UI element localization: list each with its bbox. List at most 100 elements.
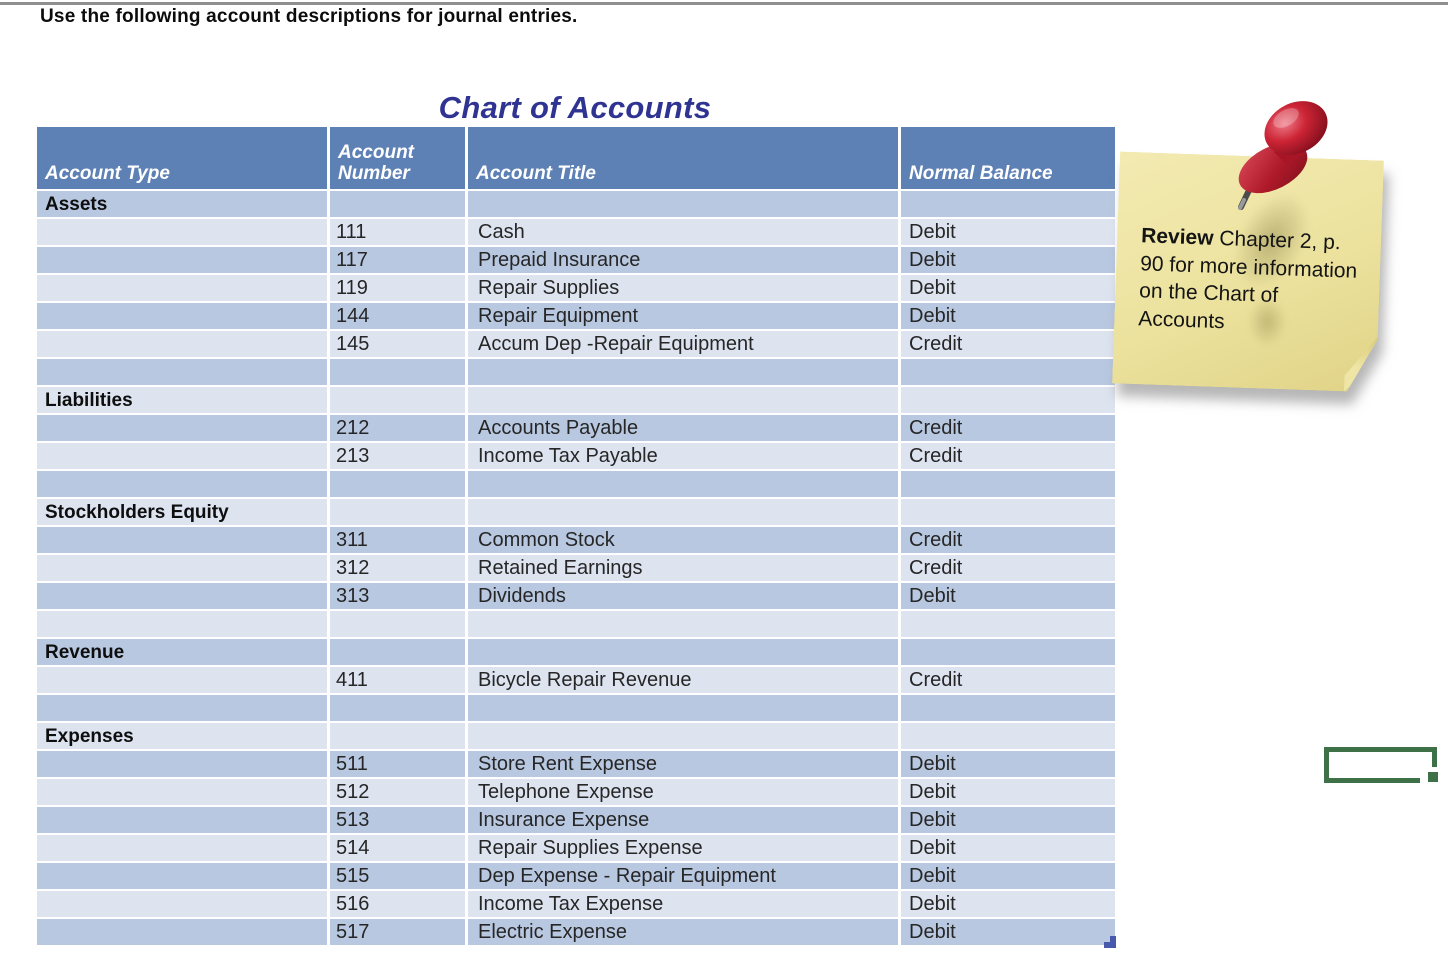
- account-number-cell[interactable]: [330, 359, 465, 385]
- account-title-cell[interactable]: Dep Expense - Repair Equipment: [468, 863, 898, 889]
- normal-balance-cell[interactable]: Debit: [901, 779, 1115, 805]
- account-number-cell[interactable]: 515: [330, 863, 465, 889]
- account-title-cell[interactable]: [468, 191, 898, 217]
- table-resize-handle[interactable]: [1104, 936, 1116, 948]
- normal-balance-cell[interactable]: Debit: [901, 275, 1115, 301]
- account-title-cell[interactable]: Income Tax Expense: [468, 891, 898, 917]
- column-header-normal-balance[interactable]: Normal Balance: [901, 127, 1115, 189]
- account-title-cell[interactable]: Dividends: [468, 583, 898, 609]
- account-number-cell[interactable]: 212: [330, 415, 465, 441]
- normal-balance-cell[interactable]: Debit: [901, 835, 1115, 861]
- account-type-cell[interactable]: [37, 303, 327, 329]
- normal-balance-cell[interactable]: Debit: [901, 303, 1115, 329]
- account-number-cell[interactable]: 411: [330, 667, 465, 693]
- account-number-cell[interactable]: [330, 499, 465, 525]
- account-title-cell[interactable]: Repair Equipment: [468, 303, 898, 329]
- account-type-cell[interactable]: [37, 359, 327, 385]
- account-type-cell[interactable]: Stockholders Equity: [37, 499, 327, 525]
- account-type-cell[interactable]: Revenue: [37, 639, 327, 665]
- excel-cell-selection[interactable]: [1324, 747, 1437, 783]
- account-title-cell[interactable]: Insurance Expense: [468, 807, 898, 833]
- account-title-cell[interactable]: Electric Expense: [468, 919, 898, 945]
- normal-balance-cell[interactable]: [901, 639, 1115, 665]
- account-number-cell[interactable]: [330, 387, 465, 413]
- account-title-cell[interactable]: Common Stock: [468, 527, 898, 553]
- account-number-cell[interactable]: [330, 191, 465, 217]
- account-title-cell[interactable]: Accum Dep -Repair Equipment: [468, 331, 898, 357]
- account-title-cell[interactable]: Telephone Expense: [468, 779, 898, 805]
- account-number-cell[interactable]: 311: [330, 527, 465, 553]
- account-type-cell[interactable]: [37, 807, 327, 833]
- account-number-cell[interactable]: 312: [330, 555, 465, 581]
- account-type-cell[interactable]: [37, 555, 327, 581]
- normal-balance-cell[interactable]: Debit: [901, 891, 1115, 917]
- account-title-cell[interactable]: Store Rent Expense: [468, 751, 898, 777]
- account-type-cell[interactable]: [37, 667, 327, 693]
- account-number-cell[interactable]: [330, 723, 465, 749]
- account-title-cell[interactable]: Income Tax Payable: [468, 443, 898, 469]
- account-title-cell[interactable]: [468, 387, 898, 413]
- account-number-cell[interactable]: 514: [330, 835, 465, 861]
- account-number-cell[interactable]: [330, 611, 465, 637]
- account-title-cell[interactable]: Cash: [468, 219, 898, 245]
- normal-balance-cell[interactable]: [901, 359, 1115, 385]
- column-header-account-number[interactable]: Account Number: [330, 127, 465, 189]
- account-title-cell[interactable]: Bicycle Repair Revenue: [468, 667, 898, 693]
- account-number-cell[interactable]: [330, 471, 465, 497]
- account-title-cell[interactable]: [468, 695, 898, 721]
- account-type-cell[interactable]: [37, 863, 327, 889]
- normal-balance-cell[interactable]: [901, 723, 1115, 749]
- normal-balance-cell[interactable]: Credit: [901, 331, 1115, 357]
- normal-balance-cell[interactable]: [901, 471, 1115, 497]
- account-number-cell[interactable]: 516: [330, 891, 465, 917]
- account-type-cell[interactable]: [37, 779, 327, 805]
- account-type-cell[interactable]: [37, 247, 327, 273]
- account-number-cell[interactable]: 517: [330, 919, 465, 945]
- account-type-cell[interactable]: [37, 751, 327, 777]
- normal-balance-cell[interactable]: [901, 611, 1115, 637]
- account-title-cell[interactable]: Repair Supplies Expense: [468, 835, 898, 861]
- normal-balance-cell[interactable]: [901, 499, 1115, 525]
- column-header-account-type[interactable]: Account Type: [37, 127, 327, 189]
- column-header-account-title[interactable]: Account Title: [468, 127, 898, 189]
- normal-balance-cell[interactable]: Credit: [901, 415, 1115, 441]
- account-title-cell[interactable]: [468, 723, 898, 749]
- normal-balance-cell[interactable]: Debit: [901, 807, 1115, 833]
- account-type-cell[interactable]: [37, 611, 327, 637]
- account-number-cell[interactable]: 213: [330, 443, 465, 469]
- account-title-cell[interactable]: Accounts Payable: [468, 415, 898, 441]
- account-number-cell[interactable]: 512: [330, 779, 465, 805]
- account-type-cell[interactable]: [37, 835, 327, 861]
- account-type-cell[interactable]: [37, 275, 327, 301]
- account-number-cell[interactable]: 513: [330, 807, 465, 833]
- account-type-cell[interactable]: Expenses: [37, 723, 327, 749]
- account-number-cell[interactable]: [330, 639, 465, 665]
- normal-balance-cell[interactable]: Debit: [901, 863, 1115, 889]
- account-type-cell[interactable]: [37, 471, 327, 497]
- normal-balance-cell[interactable]: Debit: [901, 247, 1115, 273]
- normal-balance-cell[interactable]: [901, 191, 1115, 217]
- account-type-cell[interactable]: Liabilities: [37, 387, 327, 413]
- account-title-cell[interactable]: [468, 611, 898, 637]
- account-number-cell[interactable]: 511: [330, 751, 465, 777]
- account-title-cell[interactable]: Retained Earnings: [468, 555, 898, 581]
- account-type-cell[interactable]: [37, 583, 327, 609]
- account-number-cell[interactable]: [330, 695, 465, 721]
- account-title-cell[interactable]: [468, 359, 898, 385]
- account-number-cell[interactable]: 119: [330, 275, 465, 301]
- account-type-cell[interactable]: [37, 443, 327, 469]
- account-type-cell[interactable]: [37, 331, 327, 357]
- account-title-cell[interactable]: Repair Supplies: [468, 275, 898, 301]
- normal-balance-cell[interactable]: [901, 695, 1115, 721]
- account-type-cell[interactable]: [37, 695, 327, 721]
- normal-balance-cell[interactable]: Debit: [901, 219, 1115, 245]
- account-type-cell[interactable]: [37, 891, 327, 917]
- normal-balance-cell[interactable]: Credit: [901, 527, 1115, 553]
- account-number-cell[interactable]: 313: [330, 583, 465, 609]
- excel-fill-handle[interactable]: [1428, 772, 1438, 782]
- account-title-cell[interactable]: [468, 639, 898, 665]
- account-number-cell[interactable]: 145: [330, 331, 465, 357]
- account-number-cell[interactable]: 117: [330, 247, 465, 273]
- account-type-cell[interactable]: [37, 219, 327, 245]
- account-type-cell[interactable]: [37, 415, 327, 441]
